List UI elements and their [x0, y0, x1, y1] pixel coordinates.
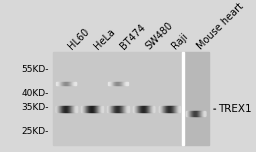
Text: 40KD-: 40KD- — [21, 89, 48, 98]
Bar — [79, 52, 105, 145]
Bar — [67, 82, 68, 85]
Bar — [114, 82, 115, 85]
Bar — [117, 82, 118, 85]
Text: TREX1: TREX1 — [218, 104, 252, 114]
Bar — [53, 52, 79, 145]
Bar — [74, 82, 75, 85]
Text: 35KD-: 35KD- — [21, 103, 48, 112]
Bar — [113, 82, 114, 85]
Bar — [59, 82, 60, 85]
Bar — [60, 82, 61, 85]
Bar — [62, 82, 63, 85]
Bar — [131, 52, 157, 145]
Text: HeLa: HeLa — [92, 26, 117, 51]
Bar — [115, 82, 116, 85]
Bar — [125, 82, 126, 85]
Bar — [57, 82, 58, 85]
Bar — [126, 82, 127, 85]
Bar — [108, 82, 109, 85]
Bar — [157, 52, 183, 145]
Bar — [105, 52, 131, 145]
Bar — [127, 82, 128, 85]
Bar — [109, 82, 110, 85]
Bar — [121, 82, 122, 85]
Bar — [116, 82, 117, 85]
Bar — [183, 52, 209, 145]
Bar — [73, 82, 74, 85]
Bar — [69, 82, 70, 85]
Bar — [111, 82, 112, 85]
Text: 25KD-: 25KD- — [21, 127, 48, 136]
Bar — [70, 82, 71, 85]
Bar — [65, 82, 66, 85]
Bar — [68, 82, 69, 85]
Bar — [71, 82, 72, 85]
Bar — [56, 82, 57, 85]
Bar — [120, 82, 121, 85]
Text: 55KD-: 55KD- — [21, 65, 48, 74]
Bar — [66, 82, 67, 85]
Bar — [58, 82, 59, 85]
Bar — [123, 82, 124, 85]
Bar — [63, 82, 64, 85]
Bar — [122, 82, 123, 85]
Bar — [64, 82, 65, 85]
Bar — [124, 82, 125, 85]
Bar — [61, 82, 62, 85]
Bar — [112, 82, 113, 85]
Text: SW480: SW480 — [144, 20, 175, 51]
Bar — [119, 82, 120, 85]
Bar — [110, 82, 111, 85]
Text: Mouse heart: Mouse heart — [196, 1, 246, 51]
Bar — [72, 82, 73, 85]
Text: HL60: HL60 — [66, 26, 91, 51]
Bar — [118, 82, 119, 85]
Text: Raji: Raji — [170, 31, 190, 51]
Bar — [182, 52, 184, 145]
Text: BT474: BT474 — [118, 22, 147, 51]
Bar — [75, 82, 76, 85]
